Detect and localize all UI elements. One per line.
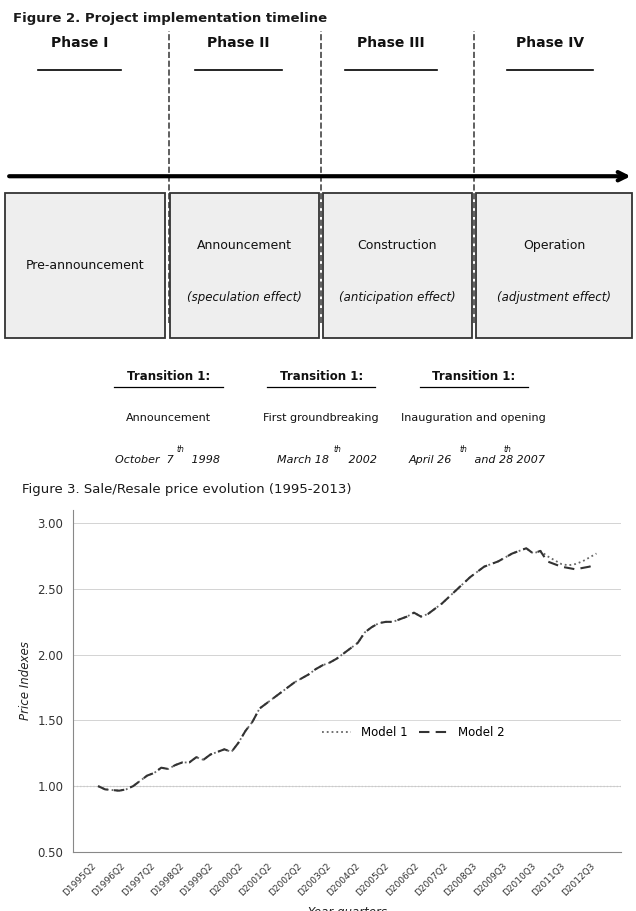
Model 1 [94,781,102,792]
Text: Figure 2. Project implementation timeline: Figure 2. Project implementation timelin… [13,12,327,26]
Model 2 [382,617,390,628]
Bar [5,193,165,338]
Text: 1998: 1998 [188,455,219,465]
Text: 2002: 2002 [345,455,377,465]
Text: 1995: 1995 [10,205,36,215]
Text: Operation: Operation [523,239,585,251]
Text: (adjustment effect): (adjustment effect) [497,291,611,304]
Text: October  7: October 7 [115,455,174,465]
Model 1 [593,548,600,559]
Text: Pre-announcement: Pre-announcement [26,259,144,272]
Model 2 [522,543,530,554]
Text: th: th [334,445,342,454]
Model 2 [94,781,102,792]
Text: th: th [177,445,184,454]
Text: and 28: and 28 [471,455,513,465]
Model 1 [115,785,123,796]
Text: Phase I: Phase I [51,36,108,50]
Model 1 [417,611,425,622]
Text: Phase IV: Phase IV [516,36,584,50]
Text: Figure 3. Sale/Resale price evolution (1995-2013): Figure 3. Sale/Resale price evolution (1… [22,483,352,496]
Model 1 [172,760,179,771]
Text: Announcement: Announcement [126,413,211,423]
Text: 2007: 2007 [513,455,545,465]
Model 1 [270,692,277,703]
Text: th: th [460,445,467,454]
Text: (anticipation effect): (anticipation effect) [339,291,456,304]
Model 1 [438,598,446,609]
Model 2 [172,760,179,771]
Bar [170,193,319,338]
X-axis label: Year quarters: Year quarters [308,906,387,911]
Text: Transition 1:: Transition 1: [432,370,515,384]
Y-axis label: Price Indexes: Price Indexes [19,641,32,721]
Model 2 [270,692,277,703]
Legend: Model 1, Model 2: Model 1, Model 2 [317,721,509,743]
Text: Transition 1:: Transition 1: [280,370,363,384]
Text: March 18: March 18 [277,455,329,465]
Line: Model 2: Model 2 [98,548,597,791]
Model 2 [438,598,446,609]
Model 2 [115,785,123,796]
Text: Construction: Construction [357,239,438,251]
Text: Inauguration and opening: Inauguration and opening [401,413,546,423]
Bar [323,193,472,338]
Model 2 [593,558,600,569]
Model 1 [522,543,530,554]
Text: th: th [504,445,511,454]
Model 1 [565,560,572,571]
Text: Announcement: Announcement [197,239,293,251]
Model 2 [565,562,572,573]
Text: Transition 1:: Transition 1: [127,370,210,384]
Text: First groundbreaking: First groundbreaking [263,413,379,423]
Line: Model 1: Model 1 [98,548,597,791]
Model 2 [417,611,425,622]
Text: Phase III: Phase III [357,36,425,50]
Text: Phase II: Phase II [207,36,270,50]
Text: April 26: April 26 [409,455,452,465]
Model 1 [382,617,390,628]
Text: 20: 20 [612,205,626,215]
Bar [476,193,632,338]
Text: (speculation effect): (speculation effect) [188,291,302,304]
